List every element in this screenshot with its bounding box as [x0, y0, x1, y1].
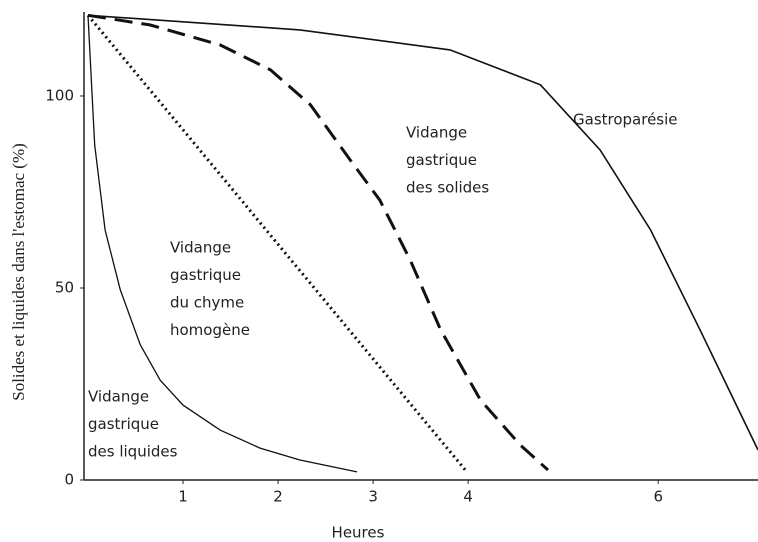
annotation: Vidange	[88, 388, 149, 406]
y-tick-label: 50	[55, 278, 74, 296]
annotation: Vidange	[406, 124, 467, 142]
x-tick-label: 2	[273, 488, 283, 506]
annotation: des liquides	[88, 443, 178, 461]
annotation: du chyme	[170, 294, 244, 312]
annotation: homogène	[170, 321, 250, 339]
curve	[87, 13, 550, 472]
x-tick-label: 1	[178, 488, 188, 506]
curve	[87, 14, 758, 451]
annotation: gastrique	[88, 415, 159, 433]
curve	[87, 15, 358, 473]
x-tick-label: 4	[463, 488, 473, 506]
annotation: Vidange	[170, 239, 231, 257]
y-axis-label: Solides et liquides dans l'estomac (%)	[9, 143, 28, 401]
x-tick-label: 3	[368, 488, 378, 506]
annotation: gastrique	[170, 266, 241, 284]
y-tick-label: 0	[64, 471, 74, 489]
x-axis-label: Heures	[332, 524, 385, 542]
x-tick-label: 6	[653, 488, 663, 506]
annotation: Gastroparésie	[573, 111, 678, 129]
annotation: des solides	[406, 179, 489, 197]
y-tick-label: 100	[45, 86, 74, 104]
annotation: gastrique	[406, 151, 477, 169]
